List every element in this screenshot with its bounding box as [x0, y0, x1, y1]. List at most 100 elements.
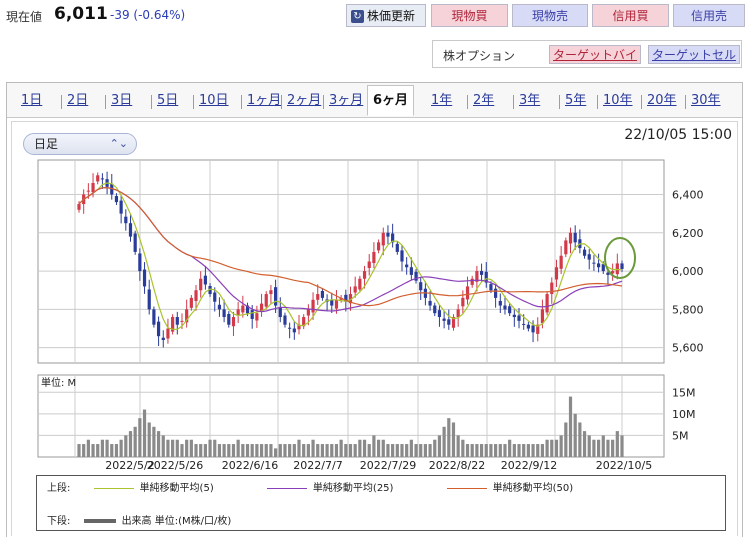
- volume-bar: [156, 431, 161, 457]
- candle-body: [189, 297, 193, 308]
- cash-buy-button[interactable]: 現物買: [431, 4, 508, 27]
- target-buy-button[interactable]: ターゲットバイ: [549, 45, 642, 64]
- candle-body: [330, 300, 334, 306]
- tab-13[interactable]: 10年: [603, 93, 633, 108]
- candle-body: [194, 290, 198, 301]
- volume-bar: [119, 439, 123, 457]
- candle-body: [470, 278, 474, 285]
- volume-bar: [489, 444, 493, 457]
- legend-upper-label: 上段:: [47, 483, 71, 494]
- price-tick-label: 6,200: [672, 227, 704, 240]
- candle-body: [592, 262, 596, 264]
- tab-9[interactable]: 1年: [431, 93, 453, 108]
- tab-8[interactable]: 6ヶ月: [367, 85, 415, 116]
- tab-12[interactable]: 5年: [565, 93, 587, 108]
- tab-2[interactable]: 3日: [111, 93, 133, 108]
- candle-body: [381, 232, 385, 246]
- volume-bar: [325, 444, 329, 457]
- volume-bar: [278, 444, 282, 457]
- volume-bar: [362, 439, 367, 457]
- candle-body: [367, 261, 371, 269]
- candle-body: [119, 200, 123, 214]
- volume-bar: [592, 439, 596, 457]
- x-tick-label: 2022/10/5: [596, 459, 652, 472]
- candle-body: [264, 294, 268, 307]
- tab-1[interactable]: 2日: [67, 93, 89, 108]
- volume-bar: [86, 439, 90, 457]
- candle-body: [601, 264, 605, 272]
- candle-body: [152, 309, 156, 325]
- candle-body: [288, 327, 292, 329]
- candle-body: [283, 315, 287, 325]
- volume-bar: [414, 444, 418, 457]
- volume-bar: [199, 444, 203, 457]
- candle-body: [540, 309, 545, 324]
- cash-sell-button[interactable]: 現物売: [512, 4, 588, 27]
- volume-bar: [194, 444, 198, 457]
- volume-bar: [526, 444, 530, 457]
- candle-body: [620, 263, 624, 269]
- candle-period-select[interactable]: 日足 ⌃⌄: [23, 133, 137, 155]
- volume-bar: [381, 439, 385, 457]
- volume-bar: [376, 439, 381, 457]
- candle-body: [611, 271, 615, 274]
- candle-body: [114, 196, 119, 203]
- volume-bar: [316, 444, 320, 457]
- tab-5[interactable]: 1ヶ月: [247, 93, 282, 108]
- candle-body: [175, 317, 179, 325]
- volume-bar: [428, 444, 432, 457]
- volume-bar: [259, 444, 264, 457]
- tab-separator: [597, 95, 598, 109]
- volume-bar: [208, 439, 212, 457]
- volume-bar: [241, 444, 245, 457]
- tab-10[interactable]: 2年: [473, 93, 495, 108]
- candle-body: [316, 294, 320, 300]
- legend-volume: 出来高 単位:(M株/口/枚): [121, 516, 232, 527]
- candle-body: [512, 314, 516, 318]
- volume-bar: [96, 444, 100, 457]
- candle-body: [419, 282, 423, 291]
- volume-bar: [245, 444, 250, 457]
- tab-11[interactable]: 3年: [519, 93, 541, 108]
- volume-bar: [269, 444, 273, 457]
- price-change: -39 (-0.64%): [110, 8, 186, 22]
- volume-bar: [100, 439, 105, 457]
- tab-6[interactable]: 2ヶ月: [287, 93, 322, 108]
- volume-bar: [601, 435, 605, 457]
- tab-15[interactable]: 30年: [691, 93, 721, 108]
- chart-timestamp: 22/10/05 15:00: [624, 127, 732, 143]
- margin-sell-button[interactable]: 信用売: [673, 4, 745, 27]
- volume-unit-label: 単位: M: [41, 376, 76, 389]
- candle-body: [582, 249, 587, 256]
- target-sell-button[interactable]: ターゲットセル: [648, 45, 741, 64]
- candle-body: [302, 317, 306, 327]
- volume-bar: [306, 444, 310, 457]
- legend-ma5: 単純移動平均(5): [139, 483, 214, 494]
- candle-body: [222, 309, 226, 318]
- tab-0[interactable]: 1日: [21, 93, 43, 108]
- volume-bar: [91, 444, 95, 457]
- tab-7[interactable]: 3ヶ月: [329, 93, 364, 108]
- volume-bar: [517, 444, 521, 457]
- candle-body: [311, 299, 315, 313]
- volume-bar: [231, 444, 236, 457]
- refresh-price-button[interactable]: ↻ 株価更新: [346, 4, 426, 27]
- volume-bar: [264, 444, 268, 457]
- margin-buy-button[interactable]: 信用買: [592, 4, 669, 27]
- candle-body: [203, 275, 207, 285]
- price-plot-frame: [37, 159, 665, 364]
- tab-14[interactable]: 20年: [647, 93, 677, 108]
- chart-legend: 上段: 単純移動平均(5) 単純移動平均(25) 単純移動平均(50) 下段: …: [36, 475, 726, 531]
- tab-4[interactable]: 10日: [199, 93, 229, 108]
- candle-body: [231, 317, 236, 327]
- candle-body: [142, 269, 147, 287]
- candle-body: [568, 232, 573, 244]
- tab-separator: [467, 95, 468, 109]
- legend-ma25: 単純移動平均(25): [312, 483, 394, 494]
- volume-bar: [522, 444, 526, 457]
- candle-body: [292, 328, 296, 333]
- stock-options-box: 株オプション ターゲットバイ ターゲットセル: [432, 40, 742, 68]
- tab-3[interactable]: 5日: [157, 93, 179, 108]
- legend-ma50: 単純移動平均(50): [492, 483, 574, 494]
